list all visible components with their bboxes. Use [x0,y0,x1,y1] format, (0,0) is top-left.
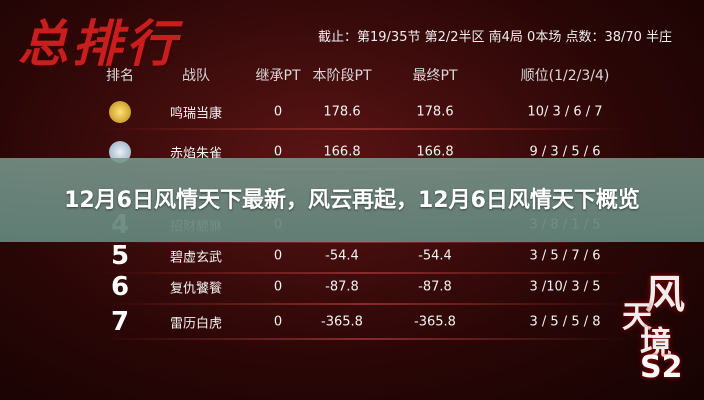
column-header: 战队 [182,68,210,84]
cell: 178.6 [416,104,454,120]
rank: 5 [110,241,130,271]
cell: -365.8 [321,314,363,330]
medal-icon [109,101,131,123]
logo-char: 风 [645,271,685,318]
column-header: 最终PT [412,68,458,84]
rank: 7 [110,307,130,337]
banner: 12月6日风情天下最新，风云再起，12月6日风情天下概览 [0,158,704,242]
cell: -54.4 [418,248,452,264]
row-divider [100,338,630,340]
logo-char: 天 [622,300,652,335]
cell: 9 / 3 / 5 / 6 [529,144,601,160]
cell: 鸣瑞当康 [169,106,223,122]
cell: -87.8 [325,279,359,295]
medal-icon [109,141,131,163]
cell: -87.8 [418,279,452,295]
row-divider [100,241,630,243]
cell: 0 [273,279,283,295]
cell: 0 [273,104,283,120]
column-header: 排名 [106,68,134,84]
column-header: 顺位(1/2/3/4) [520,68,610,84]
cell: 0 [273,314,283,330]
status: 截止：第19/35节 第2/2半区 南4局 0本场 点数：38/70 半庄 [318,30,673,45]
cell: 0 [273,248,283,264]
cell: 3 /10/ 3 / 5 [529,279,601,295]
column-header: 本阶段PT [312,68,372,84]
banner-title: 12月6日风情天下最新，风云再起，12月6日风情天下概览 [64,187,640,213]
cell: 178.6 [323,104,361,120]
logo-badge: S2 [640,350,683,385]
cell: 复仇饕餮 [169,281,223,297]
cell: 3 / 5 / 7 / 6 [529,248,601,264]
rank: 6 [110,272,130,302]
cell: 10/ 3 / 6 / 7 [527,104,603,120]
cell: 赤焰朱雀 [169,146,223,162]
cell: 166.8 [416,144,454,160]
cell: 雷历白虎 [169,316,223,332]
row-divider [100,272,630,274]
cell: 碧虚玄武 [169,250,223,266]
column-header: 继承PT [255,68,301,84]
cell: 3 / 5 / 5 / 8 [529,314,601,330]
cell: -365.8 [414,314,456,330]
logo-char: 境 [640,324,673,362]
row-divider [100,128,630,130]
row-divider [100,303,630,305]
title: 总排行 [18,14,180,73]
cell: -54.4 [325,248,359,264]
cell: 0 [273,144,283,160]
cell: 166.8 [323,144,361,160]
